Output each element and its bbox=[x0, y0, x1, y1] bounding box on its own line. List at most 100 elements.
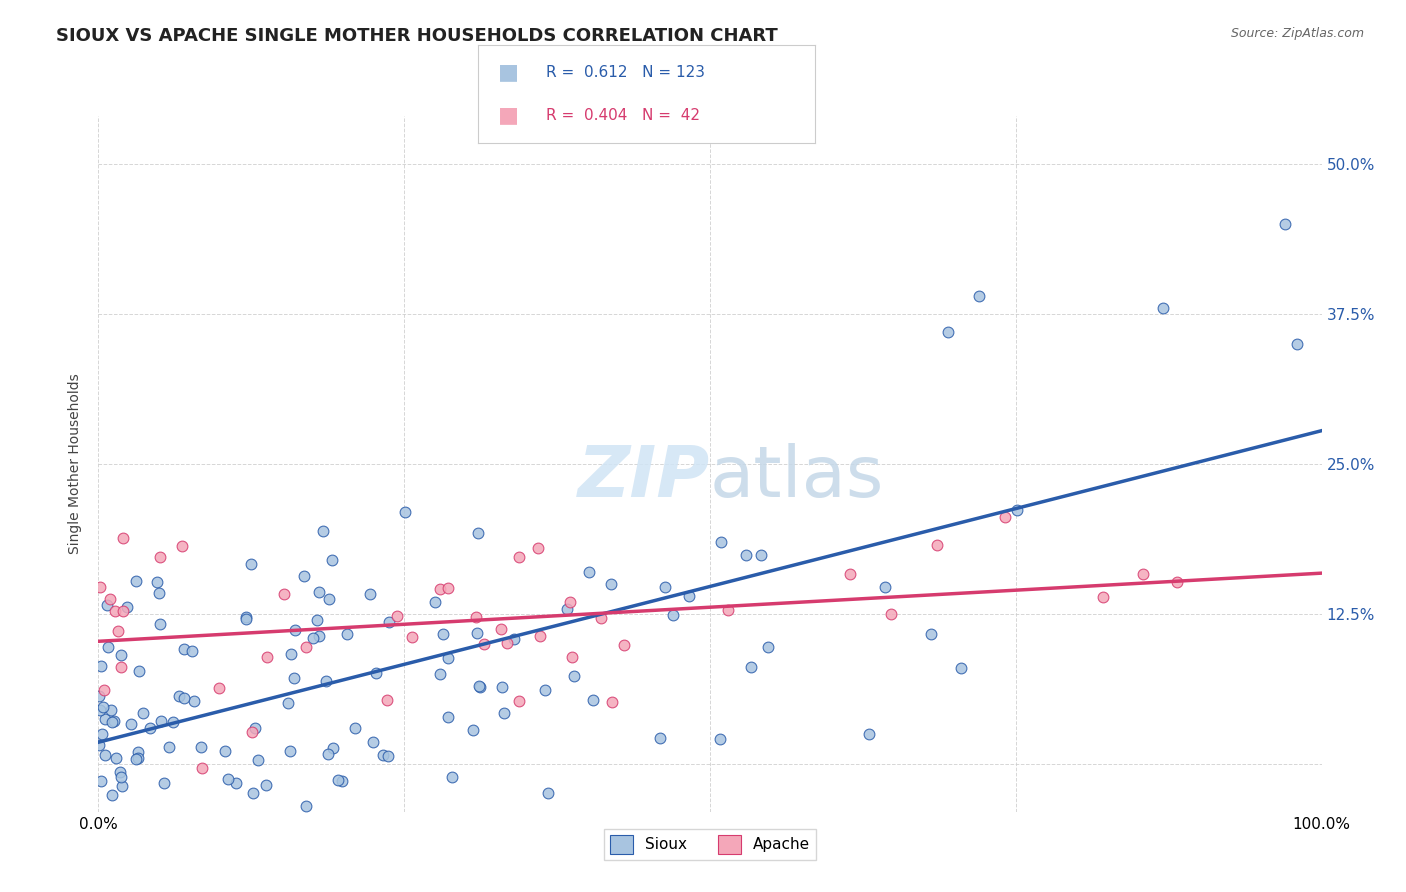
Point bbox=[243, 722, 266, 736]
Point bbox=[89, 689, 111, 703]
Point bbox=[650, 731, 672, 746]
Point bbox=[173, 641, 195, 656]
Text: atlas: atlas bbox=[710, 443, 884, 512]
Point bbox=[429, 582, 451, 597]
Point bbox=[735, 548, 758, 562]
Text: SIOUX VS APACHE SINGLE MOTHER HOUSEHOLDS CORRELATION CHART: SIOUX VS APACHE SINGLE MOTHER HOUSEHOLDS… bbox=[56, 27, 778, 45]
Point bbox=[578, 565, 600, 579]
Text: R =  0.612   N = 123: R = 0.612 N = 123 bbox=[546, 64, 704, 79]
Point bbox=[183, 694, 205, 708]
Point bbox=[125, 574, 148, 588]
Point bbox=[97, 640, 120, 655]
Point bbox=[529, 629, 551, 643]
Point bbox=[467, 526, 489, 541]
Point bbox=[838, 567, 860, 582]
Point bbox=[1286, 337, 1309, 351]
Y-axis label: Single Mother Households: Single Mother Households bbox=[69, 374, 83, 554]
Point bbox=[709, 732, 731, 747]
Point bbox=[278, 743, 301, 757]
Point bbox=[308, 584, 330, 599]
Point bbox=[461, 723, 484, 737]
Point bbox=[581, 693, 603, 707]
Point bbox=[326, 772, 349, 787]
Point bbox=[96, 598, 118, 612]
Point bbox=[180, 644, 202, 658]
Point bbox=[104, 604, 127, 618]
Point bbox=[105, 750, 128, 764]
Point bbox=[562, 668, 585, 682]
Point bbox=[111, 841, 134, 855]
Point bbox=[101, 789, 124, 803]
Point bbox=[110, 770, 132, 784]
Point bbox=[156, 812, 179, 826]
Point bbox=[94, 712, 117, 726]
Text: ZIP: ZIP bbox=[578, 443, 710, 512]
Text: ■: ■ bbox=[498, 105, 519, 125]
Point bbox=[385, 608, 408, 623]
Point bbox=[468, 679, 491, 693]
Point bbox=[994, 509, 1017, 524]
Point bbox=[967, 289, 990, 303]
Text: Source: ZipAtlas.com: Source: ZipAtlas.com bbox=[1230, 27, 1364, 40]
Point bbox=[465, 625, 488, 640]
Point bbox=[214, 744, 236, 758]
Point bbox=[90, 773, 112, 788]
Point bbox=[756, 640, 779, 654]
Text: ■: ■ bbox=[498, 62, 519, 82]
Point bbox=[1005, 503, 1028, 517]
Point bbox=[217, 772, 239, 786]
Point bbox=[858, 727, 880, 741]
Point bbox=[464, 610, 486, 624]
Point bbox=[128, 664, 150, 678]
Point bbox=[322, 740, 344, 755]
Point bbox=[508, 694, 530, 708]
Point bbox=[441, 770, 464, 784]
Point bbox=[94, 747, 117, 762]
Point bbox=[153, 776, 176, 790]
Point bbox=[600, 577, 623, 591]
Point bbox=[1152, 301, 1174, 315]
Point bbox=[437, 581, 460, 595]
Point bbox=[127, 746, 149, 760]
Point bbox=[256, 650, 278, 665]
Point bbox=[246, 753, 269, 767]
Point bbox=[167, 689, 190, 703]
Point bbox=[120, 717, 142, 731]
Point bbox=[359, 587, 381, 601]
Point bbox=[89, 738, 111, 752]
Point bbox=[491, 680, 513, 694]
Point bbox=[432, 627, 454, 641]
Point bbox=[277, 696, 299, 710]
Point bbox=[495, 636, 517, 650]
Point bbox=[472, 637, 495, 651]
Point bbox=[149, 617, 172, 632]
Point bbox=[312, 524, 335, 539]
Point bbox=[295, 798, 318, 813]
Point bbox=[560, 595, 582, 609]
Point bbox=[401, 631, 423, 645]
Point bbox=[100, 714, 122, 729]
Point bbox=[111, 531, 134, 545]
Point bbox=[107, 624, 129, 639]
Point bbox=[378, 615, 401, 629]
Point bbox=[91, 727, 114, 741]
Point bbox=[100, 703, 122, 717]
Point bbox=[308, 629, 330, 643]
Point bbox=[302, 631, 325, 645]
Point bbox=[284, 624, 307, 638]
Point bbox=[283, 671, 305, 685]
Point bbox=[315, 673, 337, 688]
Point bbox=[377, 748, 399, 763]
Point bbox=[318, 591, 340, 606]
Point bbox=[602, 695, 624, 709]
Point bbox=[343, 722, 366, 736]
Point bbox=[555, 602, 578, 616]
Point bbox=[191, 761, 214, 775]
Point bbox=[494, 706, 516, 720]
Point bbox=[394, 506, 416, 520]
Point bbox=[423, 595, 446, 609]
Point bbox=[335, 626, 357, 640]
Point bbox=[93, 682, 115, 697]
Point bbox=[330, 773, 353, 788]
Point bbox=[654, 580, 676, 594]
